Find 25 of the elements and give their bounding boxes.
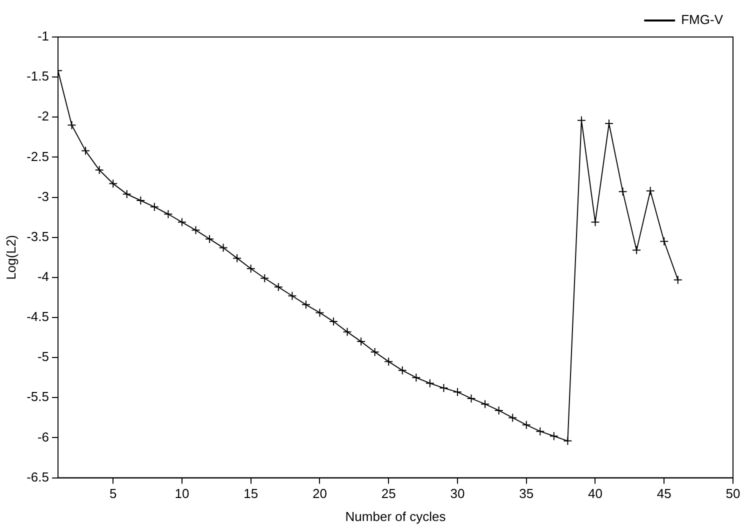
- x-tick-label: 25: [381, 486, 396, 502]
- x-tick-label: 35: [519, 486, 534, 502]
- x-tick-label: 45: [656, 486, 672, 502]
- y-tick-label: -5: [37, 349, 49, 364]
- y-tick-label: -1.5: [26, 68, 49, 84]
- y-tick-label: -6.5: [26, 469, 49, 484]
- y-tick-label: -6: [37, 429, 49, 444]
- x-axis-title: Number of cycles: [345, 508, 446, 524]
- y-tick-label: -1: [37, 28, 49, 44]
- y-tick-label: -3: [37, 188, 49, 204]
- y-axis-title: Log(L2): [3, 234, 18, 280]
- y-tick-label: -4.5: [26, 309, 49, 324]
- x-tick-label: 5: [109, 486, 117, 502]
- y-tick-label: -5.5: [26, 389, 49, 404]
- x-tick-label: 40: [588, 486, 602, 502]
- x-tick-label: 30: [450, 486, 465, 502]
- x-tick-label: 15: [244, 486, 258, 502]
- y-tick-label: -4: [37, 269, 49, 284]
- x-tick-label: 50: [726, 486, 740, 502]
- y-tick-label: -2: [37, 108, 49, 124]
- y-tick-label: -2.5: [26, 148, 49, 164]
- legend-label: FMG-V: [681, 12, 724, 28]
- x-tick-label: 10: [174, 486, 190, 502]
- y-tick-label: -3.5: [26, 228, 49, 244]
- x-tick-label: 20: [312, 486, 327, 502]
